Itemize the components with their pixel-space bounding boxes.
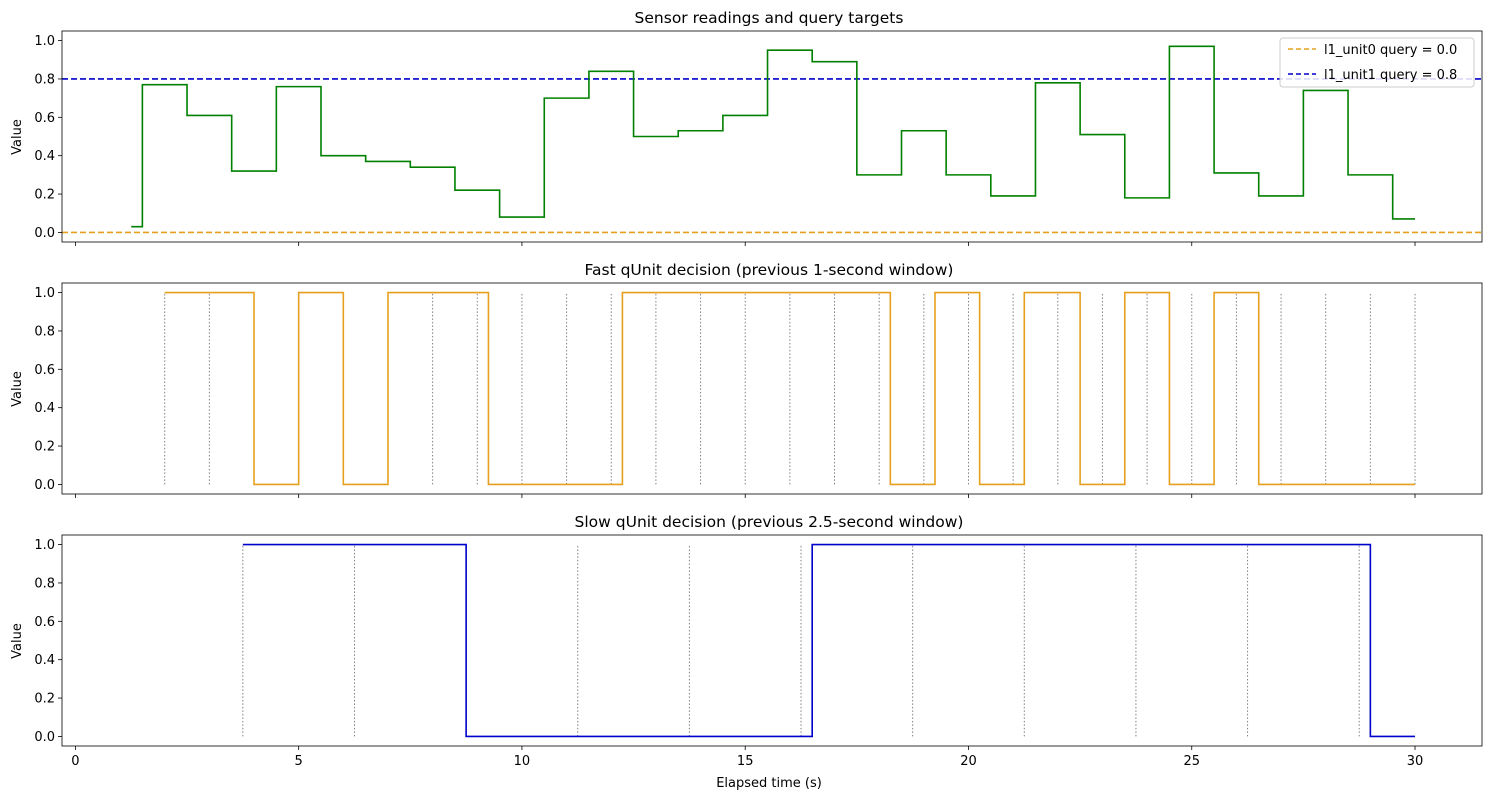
y-tick-label: 0.8 [34, 576, 55, 591]
y-tick-label: 0.0 [34, 730, 55, 745]
y-tick-label: 0.4 [34, 653, 55, 668]
x-tick-label: 25 [1183, 754, 1200, 769]
plot-frame [61, 30, 1483, 243]
x-tick-label: 5 [295, 754, 303, 769]
plot-frame [61, 534, 1483, 747]
y-tick-label: 0.2 [34, 692, 55, 707]
x-axis-label: Elapsed time (s) [716, 776, 822, 791]
y-tick-label: 1.0 [34, 538, 55, 553]
x-tick-label: 30 [1407, 754, 1424, 769]
panel-title: Sensor readings and query targets [635, 9, 904, 27]
series-step-line [242, 543, 1416, 738]
legend: l1_unit0 query = 0.0 l1_unit1 query = 0.… [1279, 37, 1475, 88]
y-tick-label: 0.4 [34, 149, 55, 164]
y-tick-label: 0.2 [34, 440, 55, 455]
x-tick-label: 0 [71, 754, 79, 769]
y-axis-label: Value [10, 623, 25, 659]
plot-area: 0.0 0.2 0.4 0.6 0.8 1.0 [34, 30, 1483, 246]
plot-area: 0.0 0.2 0.4 0.6 0.8 1.0 0 5 10 15 20 25 30 [34, 534, 1483, 769]
legend-label-unit0: l1_unit0 query = 0.0 [1324, 43, 1457, 58]
y-tick-label: 1.0 [34, 34, 55, 49]
y-tick-label: 0.8 [34, 72, 55, 87]
y-tick-label: 0.2 [34, 188, 55, 203]
fast-qunit-panel: Fast qUnit decision (previous 1-second w… [10, 261, 1483, 498]
series-step-line [164, 291, 1416, 486]
series-step-line [131, 45, 1416, 228]
y-axis-label: Value [10, 119, 25, 155]
panel-title: Slow qUnit decision (previous 2.5-second… [575, 513, 964, 531]
y-tick-label: 0.0 [34, 226, 55, 241]
y-tick-label: 1.0 [34, 286, 55, 301]
y-tick-label: 0.6 [34, 363, 55, 378]
legend-box [1279, 37, 1475, 88]
y-tick-label: 0.6 [34, 615, 55, 630]
sensor-readings-panel: Sensor readings and query targets Value … [10, 9, 1483, 246]
y-tick-label: 0.4 [34, 401, 55, 416]
panel-title: Fast qUnit decision (previous 1-second w… [585, 261, 954, 279]
y-tick-label: 0.8 [34, 324, 55, 339]
legend-label-unit1: l1_unit1 query = 0.8 [1324, 68, 1457, 83]
x-tick-label: 10 [514, 754, 531, 769]
slow-qunit-panel: Slow qUnit decision (previous 2.5-second… [10, 513, 1483, 769]
plot-frame [61, 282, 1483, 495]
y-axis-label: Value [10, 371, 25, 407]
x-tick-label: 15 [737, 754, 754, 769]
y-tick-label: 0.6 [34, 111, 55, 126]
y-tick-label: 0.0 [34, 478, 55, 493]
x-tick-label: 20 [960, 754, 977, 769]
plot-area: 0.0 0.2 0.4 0.6 0.8 1.0 [34, 282, 1483, 498]
